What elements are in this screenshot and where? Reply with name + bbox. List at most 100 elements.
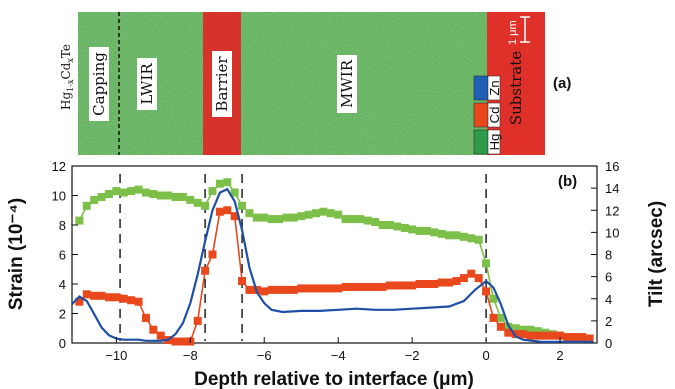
data-point [570,333,579,342]
y2-tick-label: 10 [605,225,619,240]
data-point [104,190,113,199]
layer-label: LWIR [138,63,156,105]
legend-label-box [487,129,501,155]
data-point [533,327,542,336]
data-point [304,284,313,293]
data-point [533,331,542,340]
data-point [82,290,91,299]
x-tick-label: −6 [257,348,272,363]
data-point [452,231,461,240]
data-point [422,280,431,288]
data-point [215,207,224,216]
x-tick-label: −8 [183,348,198,363]
legend-swatch [473,129,489,155]
data-point [393,281,402,290]
data-point [141,188,150,197]
data-point [467,269,476,278]
data-point [519,325,528,334]
data-point [511,324,520,333]
data-point [430,280,439,288]
data-point [482,287,491,296]
scale-bar-label: 1 μm [507,20,519,45]
data-point [319,284,328,293]
data-point [341,215,350,224]
data-point [75,216,84,225]
data-point [223,206,232,215]
data-point [445,278,454,287]
layer-mwir: MWIR [337,55,357,113]
data-point [127,187,136,196]
y2-tick-label: 2 [605,314,612,329]
scale-bar: 1 μm [507,16,530,45]
y2-axis-ticks: 0 2 4 6 8 10 12 14 16 [591,159,619,351]
data-point [238,201,247,210]
data-point [186,195,195,204]
data-point [289,285,298,294]
data-point [385,281,394,290]
edx-map-panel: 1 μm Capping LWIR Barrier MWIR Substrate ZnC… [59,12,571,155]
data-point [526,325,535,334]
data-point [326,209,335,218]
series-0 [75,178,594,343]
data-point [178,337,187,346]
data-point [430,228,439,237]
data-point [171,337,180,346]
data-point [193,198,202,207]
data-point [119,188,128,197]
legend-swatch [473,102,489,128]
y-tick-label: 6 [59,248,66,263]
data-point [437,229,446,238]
data-point [422,226,431,235]
data-point [371,218,380,227]
y-axis-ticks: 0 2 4 6 8 10 12 [52,159,78,351]
data-point [496,322,505,331]
data-point [252,213,261,222]
data-point [474,235,483,244]
series-line [78,181,590,340]
legend-label-box [487,75,501,101]
layer-label: Capping [90,52,108,116]
data-point [393,222,402,231]
data-point [164,191,173,200]
data-point [282,285,291,294]
data-point [371,282,380,291]
data-point [585,334,594,343]
data-point [385,221,394,229]
data-point [215,179,224,188]
panel-b-label: (b) [558,173,577,190]
data-point [334,284,343,293]
data-point [90,291,99,300]
data-point [156,331,165,340]
data-point [275,285,284,294]
data-point [459,274,468,283]
layer-label-box [212,51,232,117]
data-point [267,285,276,294]
layer-substrate: Substrate [507,51,525,125]
series-line [71,187,594,343]
data-point [400,281,409,290]
data-point [267,215,276,224]
y2-tick-label: 8 [605,248,612,263]
data-point [201,201,210,210]
data-point [75,297,84,306]
data-point [245,209,254,218]
compound-label: Hg1-xCdxTe [59,44,75,110]
legend-swatch [473,75,489,101]
legend-label: Hg [487,134,502,151]
y2-axis-label: Tilt (arcsec) [646,201,667,307]
data-point [363,216,372,225]
layer-label: Substrate [507,51,525,125]
data-point [171,192,180,201]
data-point [90,195,99,204]
data-point [141,313,150,322]
y2-tick-label: 16 [605,159,619,174]
data-point [400,223,409,232]
data-point [297,212,306,221]
data-point [356,215,365,224]
data-point [230,212,239,221]
x-tick-label: −2 [405,348,420,363]
data-point [230,188,239,197]
data-point [578,333,587,342]
legend-label: Zn [487,80,502,95]
data-point [348,215,357,224]
